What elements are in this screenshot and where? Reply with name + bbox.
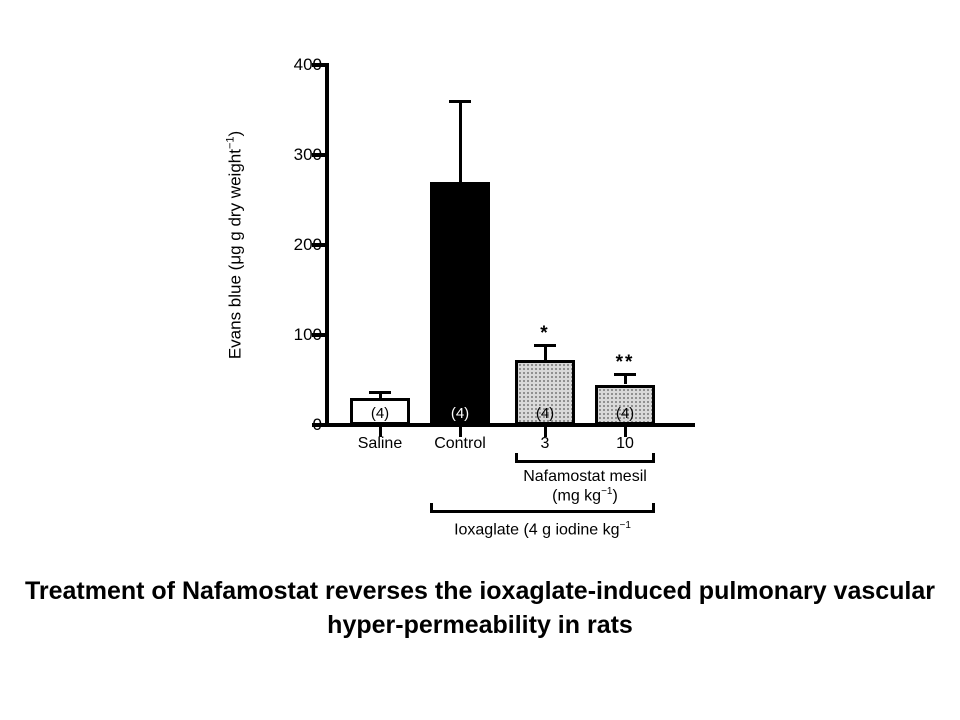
- bar-control: [430, 182, 490, 425]
- x-category-label: Control: [420, 435, 500, 453]
- n-label: (4): [350, 405, 410, 422]
- y-axis-label: Evans blue (μg g dry weight−1): [225, 131, 246, 359]
- x-category-label: 3: [505, 435, 585, 453]
- y-tick-label: 400: [294, 55, 322, 75]
- y-tick-label: 300: [294, 145, 322, 165]
- significance-marker: *: [515, 323, 575, 345]
- n-label: (4): [515, 405, 575, 422]
- x-category-label: Saline: [340, 435, 420, 453]
- y-tick-label: 200: [294, 235, 322, 255]
- ioxaglate-group-label: Ioxaglate (4 g iodine kg−1: [430, 520, 655, 539]
- error-cap: [369, 391, 391, 394]
- error-cap: [449, 100, 471, 103]
- n-label: (4): [430, 405, 490, 422]
- error-bar: [459, 101, 462, 182]
- page: 0 100 200 300 400 Evans blue (μg g dry weigh…: [0, 0, 960, 720]
- y-tick-label: 0: [313, 415, 322, 435]
- y-tick-label: 100: [294, 325, 322, 345]
- figure-caption: Treatment of Nafamostat reverses the iox…: [0, 575, 960, 643]
- nafamostat-group-label: Nafamostat mesil(mg kg−1): [495, 468, 675, 505]
- error-bar: [544, 345, 547, 360]
- significance-marker: **: [595, 352, 655, 374]
- x-category-label: 10: [585, 435, 665, 453]
- n-label: (4): [595, 405, 655, 422]
- evans-blue-bar-chart: 0100200300400 Evans blue (μg g dry weigh…: [250, 55, 770, 525]
- plot-area: 0100200300400 Evans blue (μg g dry weigh…: [250, 55, 770, 525]
